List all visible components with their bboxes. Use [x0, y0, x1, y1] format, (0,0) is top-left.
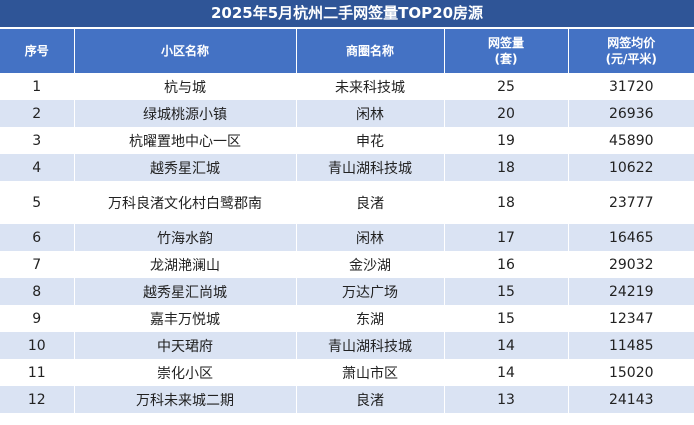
header-volume-label: 网签量	[487, 36, 524, 50]
cell-community: 越秀星汇尚城	[74, 278, 297, 305]
cell-community: 绿城桃源小镇	[74, 100, 297, 127]
header-volume: 网签量 (套)	[444, 29, 569, 73]
table-row: 12 万科未来城二期 良渚 13 24143	[0, 386, 694, 413]
cell-district: 良渚	[296, 386, 445, 413]
table-row: 9 嘉丰万悦城 东湖 15 12347	[0, 305, 694, 332]
cell-volume: 15	[444, 305, 569, 332]
table-row: 8 越秀星汇尚城 万达广场 15 24219	[0, 278, 694, 305]
cell-rank: 11	[0, 359, 75, 386]
cell-rank: 7	[0, 251, 75, 278]
cell-volume: 15	[444, 278, 569, 305]
cell-volume: 13	[444, 386, 569, 413]
cell-community: 竹海水韵	[74, 224, 297, 251]
table-title: 2025年5月杭州二手网签量TOP20房源	[0, 0, 694, 29]
cell-volume: 18	[444, 181, 569, 224]
header-district: 商圈名称	[296, 29, 445, 73]
cell-community: 越秀星汇城	[74, 154, 297, 181]
cell-price: 10622	[568, 154, 694, 181]
cell-price: 16465	[568, 224, 694, 251]
cell-volume: 25	[444, 73, 569, 100]
cell-district: 未来科技城	[296, 73, 445, 100]
cell-price: 24143	[568, 386, 694, 413]
cell-rank: 6	[0, 224, 75, 251]
table-row: 2 绿城桃源小镇 闲林 20 26936	[0, 100, 694, 127]
cell-price: 12347	[568, 305, 694, 332]
cell-community: 万科良渚文化村白鹭郡南	[74, 181, 297, 224]
table-row: 3 杭曜置地中心一区 申花 19 45890	[0, 127, 694, 154]
table-row: 1 杭与城 未来科技城 25 31720	[0, 73, 694, 100]
cell-district: 良渚	[296, 181, 445, 224]
cell-district: 东湖	[296, 305, 445, 332]
cell-rank: 1	[0, 73, 75, 100]
cell-rank: 4	[0, 154, 75, 181]
header-volume-unit: (套)	[494, 52, 518, 66]
cell-volume: 18	[444, 154, 569, 181]
cell-volume: 16	[444, 251, 569, 278]
cell-district: 万达广场	[296, 278, 445, 305]
cell-price: 26936	[568, 100, 694, 127]
cell-district: 闲林	[296, 224, 445, 251]
table-row: 4 越秀星汇城 青山湖科技城 18 10622	[0, 154, 694, 181]
header-price-unit: (元/平米)	[605, 52, 657, 66]
ranking-table: 序号 小区名称 商圈名称 网签量 (套) 网签均价 (元/平米) 1 杭与城 未…	[0, 29, 694, 413]
cell-price: 11485	[568, 332, 694, 359]
cell-rank: 10	[0, 332, 75, 359]
cell-district: 青山湖科技城	[296, 332, 445, 359]
cell-price: 31720	[568, 73, 694, 100]
cell-community: 龙湖滟澜山	[74, 251, 297, 278]
header-community: 小区名称	[74, 29, 297, 73]
cell-district: 萧山市区	[296, 359, 445, 386]
table-row: 7 龙湖滟澜山 金沙湖 16 29032	[0, 251, 694, 278]
header-row: 序号 小区名称 商圈名称 网签量 (套) 网签均价 (元/平米)	[0, 29, 694, 73]
cell-price: 45890	[568, 127, 694, 154]
cell-rank: 8	[0, 278, 75, 305]
table-header: 序号 小区名称 商圈名称 网签量 (套) 网签均价 (元/平米)	[0, 29, 694, 73]
cell-price: 24219	[568, 278, 694, 305]
cell-community: 崇化小区	[74, 359, 297, 386]
table-row: 11 崇化小区 萧山市区 14 15020	[0, 359, 694, 386]
cell-district: 闲林	[296, 100, 445, 127]
header-rank: 序号	[0, 29, 75, 73]
cell-district: 青山湖科技城	[296, 154, 445, 181]
cell-community: 杭曜置地中心一区	[74, 127, 297, 154]
table-row: 10 中天珺府 青山湖科技城 14 11485	[0, 332, 694, 359]
cell-volume: 17	[444, 224, 569, 251]
cell-community: 嘉丰万悦城	[74, 305, 297, 332]
cell-price: 15020	[568, 359, 694, 386]
cell-rank: 9	[0, 305, 75, 332]
table-row: 5 万科良渚文化村白鹭郡南 良渚 18 23777	[0, 181, 694, 224]
table-body: 1 杭与城 未来科技城 25 31720 2 绿城桃源小镇 闲林 20 2693…	[0, 73, 694, 413]
header-price-label: 网签均价	[607, 36, 656, 50]
cell-district: 金沙湖	[296, 251, 445, 278]
cell-volume: 20	[444, 100, 569, 127]
header-price: 网签均价 (元/平米)	[568, 29, 694, 73]
cell-rank: 5	[0, 181, 75, 224]
cell-rank: 2	[0, 100, 75, 127]
cell-price: 23777	[568, 181, 694, 224]
cell-rank: 3	[0, 127, 75, 154]
cell-community: 万科未来城二期	[74, 386, 297, 413]
cell-district: 申花	[296, 127, 445, 154]
cell-price: 29032	[568, 251, 694, 278]
table-row: 6 竹海水韵 闲林 17 16465	[0, 224, 694, 251]
cell-volume: 14	[444, 332, 569, 359]
cell-volume: 19	[444, 127, 569, 154]
cell-community: 中天珺府	[74, 332, 297, 359]
cell-volume: 14	[444, 359, 569, 386]
cell-community: 杭与城	[74, 73, 297, 100]
cell-rank: 12	[0, 386, 75, 413]
